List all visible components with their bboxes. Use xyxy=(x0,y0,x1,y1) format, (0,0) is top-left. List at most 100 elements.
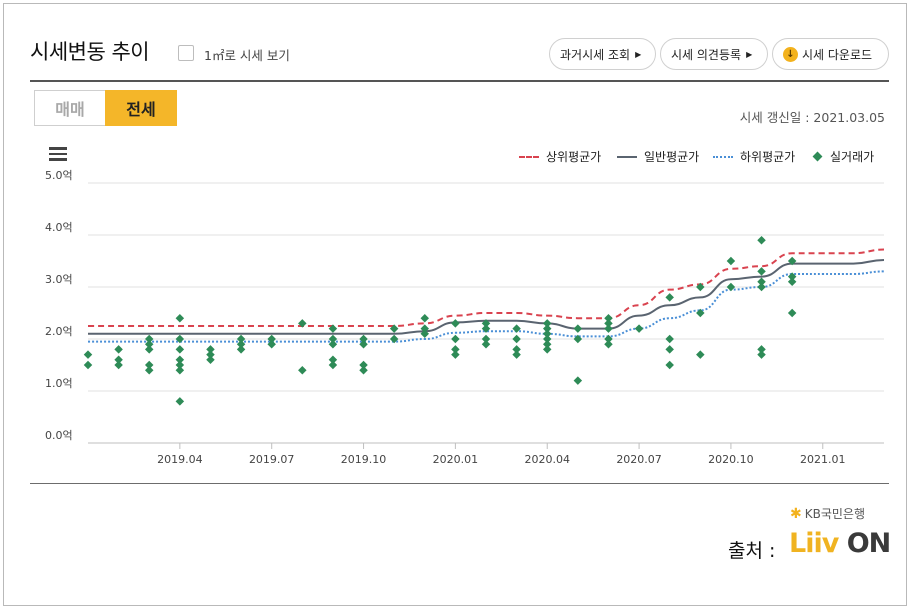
actual-price-point xyxy=(757,282,766,292)
actual-price-point xyxy=(114,345,123,354)
actual-price-point xyxy=(665,345,674,354)
actual-price-point xyxy=(665,334,674,344)
y-tick-label: 5.0억 xyxy=(45,169,73,182)
liiv-text: Liiv xyxy=(789,528,839,559)
actual-price-point xyxy=(114,360,123,370)
kb-star-icon: ✱ xyxy=(790,505,802,522)
past-price-button[interactable]: 과거시세 조회 ▶ xyxy=(549,38,656,70)
actual-price-point xyxy=(328,360,338,370)
download-icon: ↓ xyxy=(783,46,798,62)
actual-price-point xyxy=(481,319,491,328)
actual-price-point xyxy=(144,345,154,354)
actual-price-point xyxy=(696,350,705,359)
legend-upper-label: 상위평균가 xyxy=(546,150,602,164)
actual-price-point xyxy=(267,339,276,349)
legend-lower-label: 하위평균가 xyxy=(740,150,796,164)
actual-price-point xyxy=(665,293,674,302)
actual-price-point xyxy=(206,350,215,359)
kb-bank-logo: ✱ KB국민은행 xyxy=(790,505,865,522)
actual-price-point xyxy=(328,355,338,365)
update-date: 시세 갱신일 : 2021.03.05 xyxy=(739,110,885,125)
kb-bank-name: KB국민은행 xyxy=(804,507,865,521)
actual-price-point xyxy=(787,277,797,287)
y-tick-label: 2.0억 xyxy=(45,325,73,338)
actual-price-point xyxy=(757,350,766,359)
actual-price-point xyxy=(481,334,491,344)
x-tick-label: 2019.10 xyxy=(341,453,387,466)
actual-price-point xyxy=(787,256,797,266)
price-opinion-button[interactable]: 시세 의견등록 ▶ xyxy=(660,38,768,70)
actual-price-point xyxy=(206,345,215,354)
actual-price-point xyxy=(114,355,123,365)
liiv-on-logo: Liiv ON xyxy=(789,528,891,559)
x-tick-label: 2020.04 xyxy=(524,453,570,466)
past-price-label: 과거시세 조회 xyxy=(560,47,631,62)
price-download-label: 시세 다운로드 xyxy=(802,47,873,62)
dotted-line-icon xyxy=(713,155,733,158)
actual-price-point xyxy=(604,324,613,333)
actual-price-point xyxy=(542,334,552,344)
actual-price-point xyxy=(144,339,154,349)
actual-price-point xyxy=(420,329,430,339)
x-tick-label: 2021.01 xyxy=(800,453,846,466)
actual-price-point xyxy=(206,355,215,365)
actual-price-point xyxy=(83,360,93,370)
arrow-right-icon: ▶ xyxy=(746,49,753,59)
header-divider xyxy=(30,80,889,82)
actual-price-point xyxy=(359,339,368,349)
tab-sale[interactable]: 매매 xyxy=(34,90,106,126)
legend-actual[interactable]: 실거래가 xyxy=(812,148,875,165)
actual-price-point xyxy=(512,345,521,354)
actual-price-point xyxy=(787,308,797,318)
actual-price-point xyxy=(757,345,766,354)
per-m2-checkbox[interactable] xyxy=(178,45,194,61)
actual-price-point xyxy=(542,339,552,349)
actual-price-point xyxy=(328,334,338,344)
actual-price-point xyxy=(175,345,185,354)
arrow-right-icon: ▶ xyxy=(635,49,642,59)
legend-lower[interactable]: 하위평균가 xyxy=(713,148,795,165)
actual-price-point xyxy=(175,397,185,406)
actual-price-point xyxy=(757,267,766,276)
per-m2-label[interactable]: 1㎡로 시세 보기 xyxy=(204,48,290,63)
y-tick-label: 3.0억 xyxy=(45,273,73,286)
actual-price-point xyxy=(757,277,766,287)
actual-price-point xyxy=(298,319,307,328)
actual-price-point xyxy=(542,324,552,333)
actual-price-point xyxy=(451,350,460,359)
actual-price-point xyxy=(389,324,399,333)
actual-price-point xyxy=(604,334,613,344)
actual-price-point xyxy=(726,282,736,292)
legend-general-label: 일반평균가 xyxy=(644,150,700,164)
price-opinion-label: 시세 의견등록 xyxy=(671,47,742,62)
actual-price-point xyxy=(604,339,613,349)
actual-price-point xyxy=(757,235,766,245)
actual-price-point xyxy=(696,308,705,318)
x-tick-label: 2020.01 xyxy=(433,453,479,466)
price-download-button[interactable]: ↓ 시세 다운로드 xyxy=(772,38,889,70)
actual-price-point xyxy=(359,360,368,370)
actual-price-point xyxy=(451,319,460,328)
y-tick-label: 4.0억 xyxy=(45,221,73,234)
tab-lease[interactable]: 전세 xyxy=(105,90,177,126)
actual-price-point xyxy=(144,360,154,370)
actual-price-point xyxy=(175,365,185,375)
actual-price-point xyxy=(144,365,154,375)
actual-price-point xyxy=(542,319,552,328)
actual-price-point xyxy=(451,334,460,344)
chart-menu-icon[interactable] xyxy=(49,147,67,161)
x-tick-label: 2020.10 xyxy=(708,453,754,466)
actual-price-point xyxy=(175,313,185,323)
actual-price-point xyxy=(604,313,613,323)
actual-price-point xyxy=(481,324,491,333)
actual-price-point xyxy=(726,256,736,266)
legend-actual-label: 실거래가 xyxy=(830,150,875,164)
actual-price-point xyxy=(451,345,460,354)
legend-upper[interactable]: 상위평균가 xyxy=(519,148,601,165)
actual-price-point xyxy=(175,355,185,365)
actual-price-point xyxy=(175,360,185,370)
legend-general[interactable]: 일반평균가 xyxy=(617,148,699,165)
actual-price-point xyxy=(359,334,368,344)
actual-price-point xyxy=(328,324,338,333)
